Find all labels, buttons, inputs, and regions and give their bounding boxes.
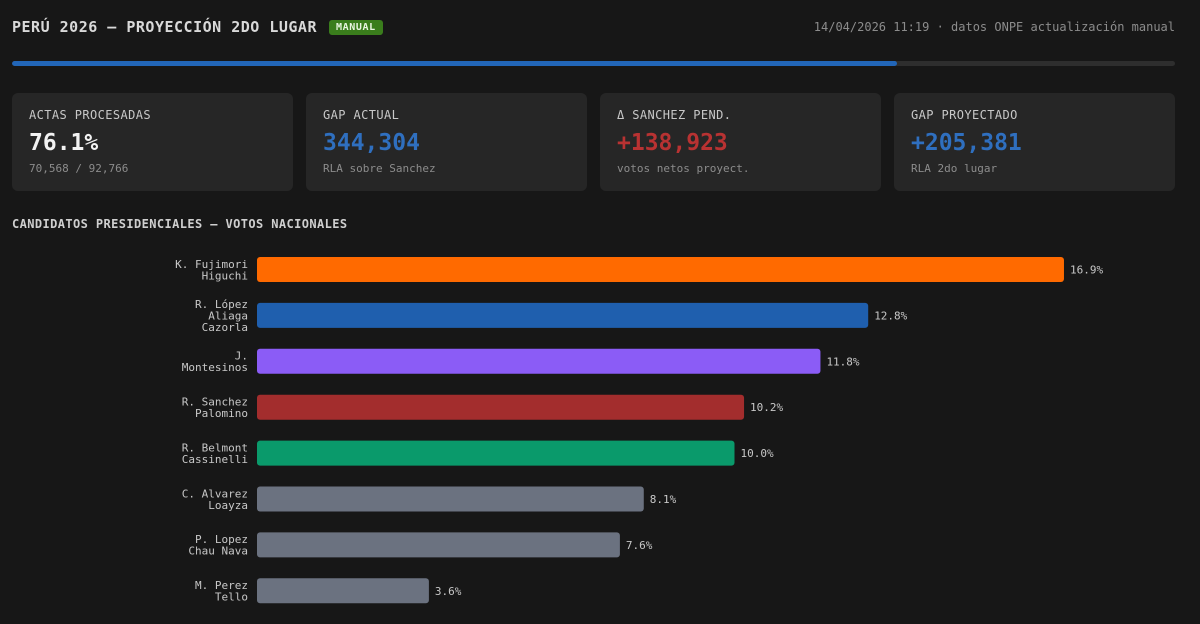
card-value: +205,381: [911, 130, 1022, 156]
bar-value-label: 10.2%: [750, 401, 783, 414]
bar-5: [257, 440, 735, 466]
stat-cards: ACTAS PROCESADAS 76.1% 70,568 / 92,766 G…: [12, 93, 1175, 191]
card-gap-actual: GAP ACTUAL 344,304 RLA sobre Sanchez: [306, 93, 587, 191]
bar-4: [257, 394, 745, 420]
bar-value-label: 12.8%: [874, 309, 907, 322]
category-label: C. Alvarez Loayza: [182, 487, 248, 512]
category-label: R. Sanchez Palomino: [182, 395, 248, 420]
card-sub: RLA sobre Sanchez: [323, 162, 436, 175]
bar-value-label: 11.8%: [826, 355, 859, 368]
update-meta: 14/04/2026 11:19 · datos ONPE actualizac…: [813, 20, 1175, 34]
progress-bar: [12, 61, 1175, 66]
manual-badge: MANUAL: [328, 19, 383, 35]
bar-8: [257, 578, 429, 604]
bar-1: [257, 257, 1064, 282]
bar-value-label: 10.0%: [741, 447, 774, 460]
title-group: PERÚ 2026 — PROYECCIÓN 2DO LUGAR MANUAL: [12, 18, 383, 36]
bar-value-label: 8.1%: [650, 493, 677, 506]
progress-fill: [12, 61, 898, 66]
card-label: GAP PROYECTADO: [911, 108, 1018, 122]
card-value: +138,923: [617, 130, 728, 156]
card-label: GAP ACTUAL: [323, 108, 400, 122]
card-gap-proyectado: GAP PROYECTADO +205,381 RLA 2do lugar: [894, 93, 1175, 191]
header: PERÚ 2026 — PROYECCIÓN 2DO LUGAR MANUAL …: [12, 14, 1175, 40]
card-value: 344,304: [323, 130, 420, 156]
category-label: M. Perez Tello: [195, 579, 248, 604]
category-label: R. López Aliaga Cazorla: [195, 298, 248, 334]
card-sub: votos netos proyect.: [617, 162, 750, 175]
bar-3: [257, 348, 821, 374]
category-label: J. Montesinos: [182, 350, 248, 375]
bar-value-label: 16.9%: [1070, 264, 1103, 277]
bar-value-label: 3.6%: [435, 585, 462, 598]
bar-2: [257, 302, 869, 328]
card-delta-sanchez: Δ SANCHEZ PEND. +138,923 votos netos pro…: [600, 93, 881, 191]
card-actas-procesadas: ACTAS PROCESADAS 76.1% 70,568 / 92,766: [12, 93, 293, 191]
card-label: ACTAS PROCESADAS: [29, 108, 151, 122]
bar-6: [257, 486, 644, 512]
card-value: 76.1%: [29, 130, 99, 156]
card-sub: 70,568 / 92,766: [29, 162, 129, 175]
card-label: Δ SANCHEZ PEND.: [617, 108, 732, 122]
category-label: R. Belmont Cassinelli: [182, 441, 248, 466]
section-title: CANDIDATOS PRESIDENCIALES — VOTOS NACION…: [12, 217, 348, 231]
bar-7: [257, 532, 620, 558]
card-sub: RLA 2do lugar: [911, 162, 998, 175]
page-title: PERÚ 2026 — PROYECCIÓN 2DO LUGAR: [12, 18, 317, 36]
category-label: K. Fujimori Higuchi: [175, 258, 248, 283]
bar-value-label: 7.6%: [626, 539, 653, 552]
category-label: P. Lopez Chau Nava: [188, 533, 248, 558]
